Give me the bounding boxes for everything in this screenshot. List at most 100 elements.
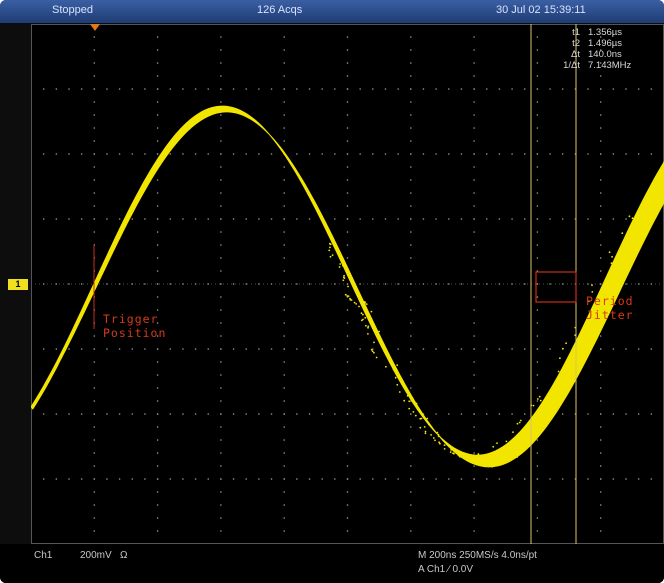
jitter-point (452, 452, 454, 455)
jitter-point (342, 279, 345, 282)
jitter-point (470, 459, 472, 462)
jitter-point (480, 462, 483, 465)
jitter-point (341, 264, 344, 267)
jitter-point (539, 399, 542, 402)
jitter-point (449, 451, 452, 453)
jitter-point (367, 333, 369, 335)
jitter-point (339, 263, 342, 265)
jitter-point (472, 457, 475, 459)
jitter-point (459, 455, 462, 458)
horizontal-settings[interactable]: M 200ns 250MS/s 4.0ns/pt (418, 550, 537, 561)
jitter-point (515, 444, 518, 446)
jitter-point (605, 277, 608, 280)
jitter-point (385, 365, 387, 368)
jitter-point (509, 446, 511, 449)
jitter-point (448, 445, 451, 448)
jitter-point (438, 441, 440, 444)
jitter-box (535, 271, 577, 303)
jitter-point (355, 303, 357, 305)
jitter-point (452, 448, 455, 451)
jitter-point (463, 457, 465, 460)
jitter-point (611, 264, 614, 267)
jitter-point (406, 394, 409, 397)
jitter-point (501, 447, 503, 450)
jitter-point (522, 428, 525, 431)
period-jitter-label: Period Jitter (586, 294, 634, 322)
jitter-point (564, 368, 567, 370)
trigger-settings[interactable]: A Ch1 ⁄ 0.0V (418, 564, 474, 575)
jitter-point (472, 461, 474, 463)
trigger-position-label: Trigger Position (103, 312, 167, 340)
jitter-point (621, 232, 624, 235)
jitter-point (553, 399, 555, 402)
jitter-point (488, 465, 490, 468)
jitter-point (611, 255, 613, 258)
jitter-point (505, 440, 508, 443)
jitter-point (423, 426, 426, 428)
jitter-point (328, 249, 331, 252)
jitter-point (343, 274, 345, 277)
jitter-point (424, 430, 427, 433)
jitter-point (465, 458, 468, 461)
jitter-point (378, 330, 380, 333)
jitter-point (370, 310, 373, 313)
channel-1-marker[interactable]: 1 (8, 279, 28, 290)
jitter-point (592, 338, 594, 340)
jitter-point (611, 302, 614, 305)
jitter-point (512, 431, 514, 433)
jitter-point (477, 453, 480, 456)
jitter-point (365, 303, 368, 305)
jitter-point (461, 454, 464, 457)
jitter-point (607, 294, 610, 297)
channel-label[interactable]: Ch1 (34, 550, 53, 561)
jitter-point (550, 412, 553, 415)
jitter-point (591, 284, 593, 286)
jitter-point (509, 455, 512, 458)
jitter-point (364, 316, 367, 319)
jitter-point (342, 258, 345, 260)
jitter-point (370, 348, 373, 351)
jitter-point (427, 423, 430, 426)
jitter-point (424, 432, 427, 435)
jitter-point (342, 276, 345, 279)
jitter-point (608, 251, 611, 254)
waveform-plot[interactable] (30, 23, 664, 544)
jitter-point (373, 341, 375, 344)
jitter-point (419, 426, 422, 429)
jitter-point (577, 360, 579, 363)
jitter-point (436, 431, 439, 434)
jitter-point (631, 217, 634, 220)
jitter-point (516, 456, 519, 458)
jitter-point (488, 459, 491, 462)
jitter-point (477, 460, 480, 463)
jitter-point (637, 216, 640, 219)
jitter-point (391, 361, 394, 364)
jitter-point (355, 287, 358, 290)
jitter-point (415, 402, 418, 405)
jitter-point (377, 336, 380, 338)
timestamp: 30 Jul 02 15:39:11 (496, 4, 586, 16)
jitter-point (600, 310, 603, 312)
vertical-scale[interactable]: 200mV (80, 550, 112, 561)
jitter-point (328, 242, 331, 245)
jitter-point (509, 459, 512, 461)
jitter-point (581, 360, 584, 362)
jitter-point (619, 264, 622, 267)
jitter-point (347, 285, 349, 288)
readout-frequency: 1/Δt 7.143MHz (563, 60, 632, 71)
jitter-point (375, 356, 378, 359)
jitter-point (551, 399, 554, 402)
jitter-point (541, 423, 544, 426)
jitter-point (576, 353, 579, 356)
jitter-point (557, 370, 560, 373)
acquisition-status[interactable]: Stopped (52, 4, 93, 16)
jitter-point (588, 300, 590, 303)
jitter-point (536, 398, 539, 400)
trigger-marker-icon[interactable] (90, 24, 100, 31)
jitter-point (394, 376, 397, 379)
jitter-point (593, 316, 596, 319)
jitter-point (365, 324, 367, 327)
status-bar: Stopped 126 Acqs 30 Jul 02 15:39:11 (0, 0, 664, 23)
jitter-point (532, 404, 535, 407)
jitter-point (482, 464, 485, 467)
